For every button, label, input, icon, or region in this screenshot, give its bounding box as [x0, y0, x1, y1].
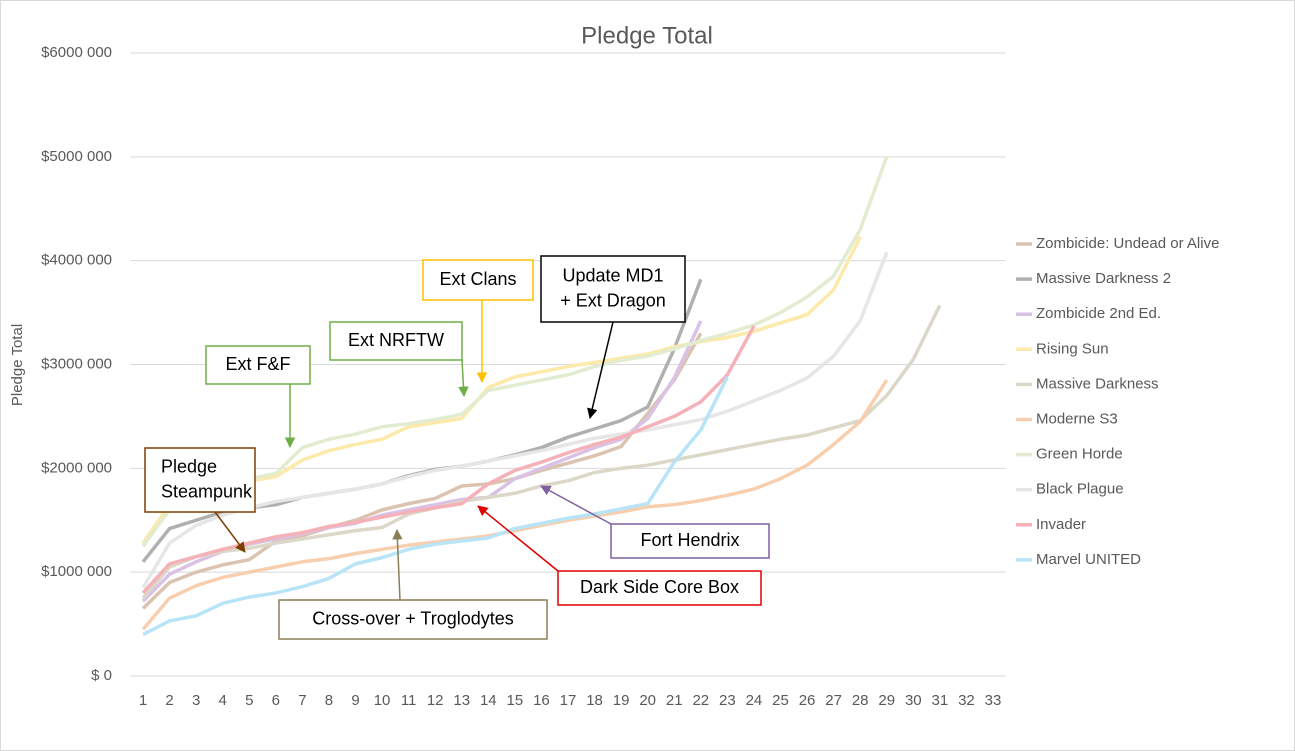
series-line [141, 251, 889, 589]
annotation-box [329, 321, 463, 361]
legend-label: Invader [1036, 516, 1086, 533]
x-tick-label: 20 [639, 692, 656, 709]
annotation-text: Ext Clans [439, 269, 516, 289]
legend-label: Zombicide 2nd Ed. [1036, 305, 1161, 322]
annotation-text: Cross-over + Troglodytes [312, 608, 514, 628]
x-tick-label: 12 [427, 692, 444, 709]
series-line [141, 332, 703, 610]
x-tick-label: 16 [533, 692, 550, 709]
x-tick-label: 11 [401, 692, 417, 709]
y-tick-label: $ 0 [91, 667, 112, 684]
x-tick-label: 1 [139, 692, 147, 709]
series-line [141, 156, 889, 548]
legend-label: Black Plague [1036, 481, 1124, 498]
annotation-box [144, 447, 256, 513]
legend-label: Zombicide: Undead or Alive [1036, 235, 1219, 252]
x-tick-label: 31 [932, 692, 949, 709]
x-tick-label: 6 [272, 692, 280, 709]
annotation-box [610, 523, 770, 559]
y-tick-label: $2000 000 [41, 459, 112, 476]
annotation-box [557, 570, 762, 606]
x-tick-label: 21 [666, 692, 683, 709]
x-tick-label: 13 [453, 692, 470, 709]
x-tick-label: 7 [298, 692, 306, 709]
x-tick-label: 5 [245, 692, 253, 709]
x-tick-label: 25 [772, 692, 789, 709]
y-tick-label: $5000 000 [41, 148, 112, 165]
x-tick-label: 8 [325, 692, 333, 709]
y-tick-label: $1000 000 [41, 563, 112, 580]
annotation-arrow [540, 485, 612, 525]
x-tick-label: 24 [746, 692, 763, 709]
x-tick-label: 10 [374, 692, 391, 709]
x-tick-label: 14 [480, 692, 497, 709]
annotation-box [540, 255, 686, 323]
legend-label: Moderne S3 [1036, 410, 1118, 427]
x-tick-label: 15 [507, 692, 524, 709]
x-tick-label: 32 [958, 692, 975, 709]
series-line [142, 376, 729, 637]
y-tick-label: $4000 000 [41, 252, 112, 269]
x-tick-label: 28 [852, 692, 869, 709]
annotation-box [422, 259, 534, 301]
y-axis-label: Pledge Total [9, 324, 26, 406]
legend-label: Marvel UNITED [1036, 551, 1141, 568]
annotation-text: Update MD1 [562, 265, 663, 285]
annotation-box [278, 599, 548, 640]
x-tick-label: 29 [878, 692, 895, 709]
x-tick-label: 30 [905, 692, 922, 709]
x-tick-label: 27 [825, 692, 842, 709]
legend-label: Massive Darkness 2 [1036, 270, 1171, 287]
annotation-arrow [392, 528, 403, 601]
x-tick-label: 33 [985, 692, 1002, 709]
x-tick-label: 23 [719, 692, 736, 709]
legend-label: Rising Sun [1036, 340, 1109, 357]
legend-label: Green Horde [1036, 446, 1123, 463]
x-tick-label: 9 [351, 692, 359, 709]
annotation-text: Ext F&F [225, 354, 290, 374]
x-tick-label: 19 [613, 692, 630, 709]
y-tick-label: $6000 000 [41, 44, 112, 61]
x-tick-label: 3 [192, 692, 200, 709]
annotation-text: Fort Hendrix [640, 530, 739, 550]
x-tick-label: 18 [586, 692, 603, 709]
annotation-arrow [214, 511, 246, 553]
series-line [141, 379, 889, 631]
annotation-text: Pledge [161, 456, 217, 476]
annotation-arrow [477, 505, 559, 572]
annotation-text: + Ext Dragon [560, 290, 666, 310]
x-tick-label: 22 [692, 692, 709, 709]
annotation-text: Ext NRFTW [348, 330, 444, 350]
x-tick-label: 4 [219, 692, 227, 709]
annotation-box [205, 345, 311, 385]
annotation-text: Steampunk [161, 481, 253, 501]
y-tick-label: $3000 000 [41, 355, 112, 372]
annotation-arrow [587, 321, 614, 420]
x-tick-label: 2 [165, 692, 173, 709]
annotation-text: Dark Side Core Box [580, 577, 739, 597]
x-tick-label: 26 [799, 692, 816, 709]
chart-title: Pledge Total [581, 22, 713, 49]
annotation-arrow [458, 359, 469, 398]
x-tick-label: 17 [560, 692, 577, 709]
legend-label: Massive Darkness [1036, 375, 1159, 392]
series-line [141, 236, 862, 545]
